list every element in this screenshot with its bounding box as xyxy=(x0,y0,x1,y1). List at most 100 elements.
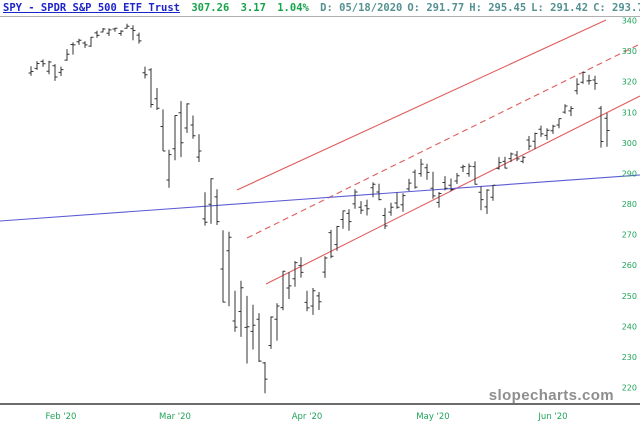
ohlc-bar-04-30[interactable] xyxy=(424,163,430,180)
ohlc-bar-05-06[interactable] xyxy=(448,178,454,192)
ohlc-bar-04-29[interactable] xyxy=(418,158,424,177)
ohlc-bar-03-09[interactable] xyxy=(202,192,208,226)
ohlc-bar-02-18[interactable] xyxy=(118,30,124,36)
ohlc-bar-01-30[interactable] xyxy=(46,60,52,75)
ohlc-bar-05-29[interactable] xyxy=(544,128,550,140)
ohlc-bar-03-30[interactable] xyxy=(292,261,298,287)
ohlc-bar-05-21[interactable] xyxy=(514,151,520,162)
ohlc-bar-02-25[interactable] xyxy=(148,68,154,108)
ohlc-bar-05-01[interactable] xyxy=(430,171,436,199)
support-trend-line[interactable] xyxy=(0,174,640,222)
ohlc-bar-02-21[interactable] xyxy=(136,32,142,44)
ohlc-bar-03-13[interactable] xyxy=(226,231,232,307)
ohlc-bar-04-23[interactable] xyxy=(394,192,400,209)
ohlc-bar-03-10[interactable] xyxy=(208,178,214,224)
ohlc-bar-06-10[interactable] xyxy=(592,75,598,90)
ohlc-bar-06-02[interactable] xyxy=(556,118,562,129)
ohlc-bar-03-17[interactable] xyxy=(238,280,244,337)
ohlc-bar-05-19[interactable] xyxy=(502,156,508,169)
ohlc-bar-05-22[interactable] xyxy=(520,155,526,164)
ohlc-bar-04-01[interactable] xyxy=(304,290,310,312)
ohlc-bar-04-17[interactable] xyxy=(370,182,376,198)
ohlc-bar-05-05[interactable] xyxy=(442,176,448,191)
ohlc-bar-02-19[interactable] xyxy=(124,23,130,29)
ohlc-bar-02-07[interactable] xyxy=(82,41,88,48)
ohlc-bar-06-05[interactable] xyxy=(574,78,580,95)
ohlc-bar-06-12[interactable] xyxy=(604,113,610,147)
ohlc-bar-06-08[interactable] xyxy=(580,71,586,84)
ohlc-bar-05-04[interactable] xyxy=(436,192,442,208)
ohlc-bar-01-31[interactable] xyxy=(52,64,58,81)
ohlc-bar-04-08[interactable] xyxy=(334,225,340,251)
ohlc-bar-05-11[interactable] xyxy=(466,163,472,177)
ohlc-bar-03-03[interactable] xyxy=(178,101,184,158)
ohlc-bar-03-23[interactable] xyxy=(262,362,268,394)
ohlc-bar-02-20[interactable] xyxy=(130,25,136,41)
ohlc-bar-02-26[interactable] xyxy=(154,88,160,110)
ohlc-bar-04-09[interactable] xyxy=(340,210,346,229)
ohlc-bar-05-28[interactable] xyxy=(538,125,544,137)
ohlc-bar-01-29[interactable] xyxy=(40,59,46,67)
ohlc-bar-04-14[interactable] xyxy=(352,189,358,209)
ohlc-bar-04-02[interactable] xyxy=(310,288,316,315)
ohlc-bar-04-28[interactable] xyxy=(412,169,418,189)
ohlc-bar-05-13[interactable] xyxy=(478,186,484,211)
ohlc-bar-04-06[interactable] xyxy=(322,256,328,278)
ohlc-bar-03-25[interactable] xyxy=(274,303,280,341)
ohlc-bar-06-01[interactable] xyxy=(550,124,556,134)
ohlc-bar-05-15[interactable] xyxy=(490,184,496,201)
ohlc-bar-05-07[interactable] xyxy=(454,173,460,184)
ohlc-bar-04-07[interactable] xyxy=(328,229,334,259)
channel-upper-line[interactable] xyxy=(236,19,607,191)
ohlc-bar-05-08[interactable] xyxy=(460,164,466,173)
ohlc-bar-03-24[interactable] xyxy=(268,316,274,349)
ohlc-bar-03-18[interactable] xyxy=(244,295,250,364)
ohlc-bar-02-14[interactable] xyxy=(112,27,118,32)
ticker-link[interactable]: SPY - SPDR S&P 500 ETF Trust xyxy=(3,2,181,14)
ohlc-bar-02-04[interactable] xyxy=(64,49,70,61)
ohlc-bar-04-27[interactable] xyxy=(406,178,412,191)
ohlc-bar-05-27[interactable] xyxy=(532,132,538,150)
ohlc-bar-02-11[interactable] xyxy=(94,30,100,38)
ohlc-bar-03-06[interactable] xyxy=(196,134,202,162)
ohlc-bar-06-09[interactable] xyxy=(586,74,592,85)
ohlc-bar-04-16[interactable] xyxy=(364,199,370,216)
ohlc-bar-02-06[interactable] xyxy=(76,38,82,45)
ohlc-bar-03-12[interactable] xyxy=(220,230,226,303)
ohlc-bar-01-28[interactable] xyxy=(34,61,40,70)
ohlc-bar-03-19[interactable] xyxy=(250,304,256,350)
ohlc-bar-05-14[interactable] xyxy=(484,189,490,214)
ohlc-bar-01-27[interactable] xyxy=(28,66,34,76)
ohlc-bar-05-20[interactable] xyxy=(508,152,514,163)
ohlc-bar-04-24[interactable] xyxy=(400,193,406,212)
ohlc-bar-05-18[interactable] xyxy=(496,157,502,170)
ohlc-bar-04-15[interactable] xyxy=(358,201,364,214)
ohlc-bar-02-24[interactable] xyxy=(142,66,148,79)
ohlc-bar-03-31[interactable] xyxy=(298,257,304,278)
ohlc-bar-03-20[interactable] xyxy=(256,313,262,362)
ohlc-bar-04-20[interactable] xyxy=(376,183,382,201)
ohlc-bar-06-04[interactable] xyxy=(568,106,574,117)
channel-mid-line[interactable] xyxy=(246,43,640,239)
ohlc-bar-03-05[interactable] xyxy=(190,115,196,139)
ohlc-bar-03-27[interactable] xyxy=(286,272,292,299)
ohlc-bar-04-22[interactable] xyxy=(388,202,394,216)
ohlc-bar-02-13[interactable] xyxy=(106,28,112,36)
ohlc-bar-04-03[interactable] xyxy=(316,292,322,310)
ohlc-bar-04-13[interactable] xyxy=(346,209,352,231)
ohlc-bar-06-03[interactable] xyxy=(562,104,568,114)
ohlc-bar-02-27[interactable] xyxy=(160,109,166,152)
ohlc-bar-03-04[interactable] xyxy=(184,103,190,133)
ohlc-bar-03-26[interactable] xyxy=(280,270,286,311)
ohlc-bar-04-21[interactable] xyxy=(382,207,388,229)
ohlc-bar-02-10[interactable] xyxy=(88,36,94,47)
ohlc-bar-03-11[interactable] xyxy=(214,189,220,225)
ohlc-bar-05-26[interactable] xyxy=(526,136,532,151)
ohlc-bar-02-28[interactable] xyxy=(166,149,172,188)
ohlc-bar-03-02[interactable] xyxy=(172,115,178,161)
ohlc-bar-02-03[interactable] xyxy=(58,66,64,76)
ohlc-bar-06-11[interactable] xyxy=(598,106,604,148)
ohlc-bar-05-12[interactable] xyxy=(472,161,478,185)
ohlc-bar-02-12[interactable] xyxy=(100,28,106,33)
